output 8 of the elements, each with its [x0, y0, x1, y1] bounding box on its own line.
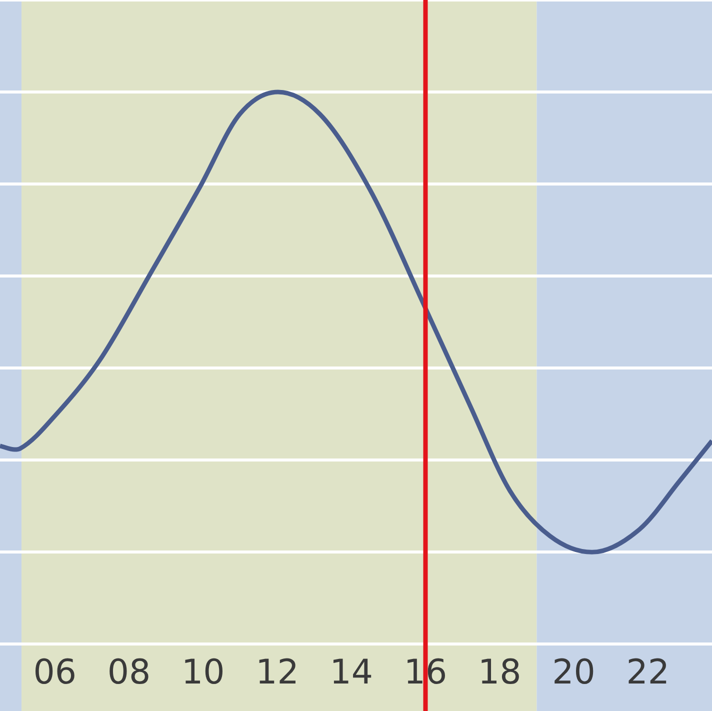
x-tick-label: 18	[478, 652, 522, 692]
x-tick-label: 06	[33, 652, 76, 692]
x-tick-label: 10	[181, 652, 225, 692]
x-tick-label: 14	[330, 652, 373, 692]
x-tick-label: 20	[552, 652, 596, 692]
x-tick-label: 22	[626, 652, 670, 692]
x-tick-label: 12	[256, 652, 299, 692]
x-tick-label: 08	[107, 652, 151, 692]
